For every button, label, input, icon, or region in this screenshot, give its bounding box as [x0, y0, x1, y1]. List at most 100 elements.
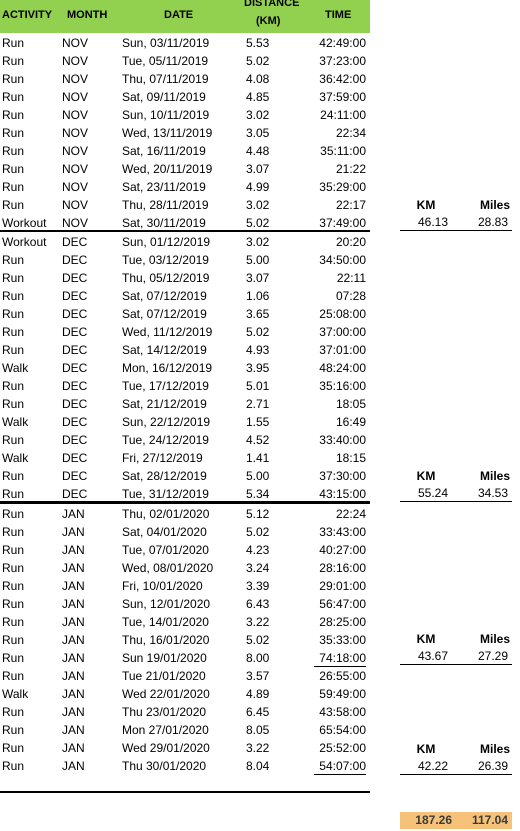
time-cell: 37:23:00 — [319, 54, 366, 68]
date-cell: Sat, 16/11/2019 — [122, 144, 206, 158]
time-cell: 29:01:00 — [319, 579, 366, 593]
distance-cell: 3.65 — [246, 307, 270, 321]
activity-cell: Run — [2, 705, 25, 719]
date-cell: Tue, 07/01/2020 — [122, 543, 209, 557]
distance-cell: 5.02 — [246, 325, 270, 339]
time-cell: 28:16:00 — [319, 561, 366, 575]
summary-km-value: 46.13 — [417, 215, 448, 229]
summary-miles-label: Miles — [479, 742, 510, 756]
month-cell: DEC — [62, 397, 88, 411]
date-cell: Thu, 02/01/2020 — [122, 507, 210, 521]
time-cell: 22:11 — [336, 271, 366, 285]
distance-cell: 3.02 — [246, 235, 270, 249]
summary-underline — [400, 501, 512, 502]
date-cell: Sun, 22/12/2019 — [122, 415, 211, 429]
distance-cell: 8.05 — [246, 723, 270, 737]
date-cell: Sat, 28/12/2019 — [122, 469, 207, 483]
time-cell: 25:52:00 — [319, 741, 366, 755]
summary-miles-label: Miles — [479, 632, 510, 646]
distance-cell: 5.00 — [246, 253, 270, 267]
time-cell: 22:24 — [335, 507, 366, 521]
time-cell: 42:49:00 — [319, 36, 366, 50]
header-activity: ACTIVITY — [2, 9, 53, 21]
month-cell: JAN — [62, 723, 85, 737]
date-cell: Sat, 14/12/2019 — [122, 343, 207, 357]
time-underline — [314, 666, 366, 667]
time-cell: 35:29:00 — [319, 180, 366, 194]
month-cell: DEC — [62, 307, 88, 321]
distance-cell: 3.39 — [246, 579, 270, 593]
distance-cell: 4.93 — [246, 343, 270, 357]
month-cell: JAN — [62, 579, 85, 593]
month-cell: DEC — [62, 235, 88, 249]
time-cell: 35:11:00 — [320, 144, 366, 158]
month-cell: DEC — [62, 325, 88, 339]
month-cell: JAN — [62, 615, 85, 629]
activity-cell: Run — [2, 669, 25, 683]
time-cell: 35:16:00 — [319, 379, 366, 393]
month-cell: DEC — [62, 361, 88, 375]
time-cell: 65:54:00 — [319, 723, 366, 737]
distance-cell: 3.22 — [246, 615, 270, 629]
activity-cell: Workout — [2, 216, 47, 230]
date-cell: Tue, 31/12/2019 — [122, 487, 209, 501]
time-cell: 56:47:00 — [319, 597, 366, 611]
time-cell: 18:05 — [335, 397, 366, 411]
distance-cell: 5.34 — [246, 487, 270, 501]
date-cell: Thu 23/01/2020 — [122, 705, 207, 719]
month-cell: NOV — [62, 108, 89, 122]
summary-km-value: 42.22 — [417, 759, 448, 773]
distance-cell: 5.53 — [246, 36, 270, 50]
distance-cell: 4.48 — [246, 144, 270, 158]
distance-cell: 5.01 — [246, 379, 270, 393]
date-cell: Sun, 03/11/2019 — [122, 36, 210, 50]
activity-cell: Run — [2, 253, 25, 267]
time-cell: 34:50:00 — [319, 253, 366, 267]
activity-cell: Run — [2, 343, 25, 357]
month-cell: NOV — [62, 72, 89, 86]
month-cell: JAN — [62, 759, 85, 773]
distance-cell: 3.07 — [246, 162, 270, 176]
month-cell: DEC — [62, 343, 88, 357]
month-cell: DEC — [62, 433, 88, 447]
distance-cell: 5.02 — [246, 633, 270, 647]
month-cell: DEC — [62, 487, 88, 501]
distance-cell: 1.06 — [246, 289, 270, 303]
month-cell: NOV — [62, 36, 89, 50]
time-cell: 24:11:00 — [320, 108, 366, 122]
distance-cell: 4.52 — [246, 433, 270, 447]
summary-km-value: 55.24 — [417, 486, 448, 500]
date-cell: Thu 30/01/2020 — [122, 759, 207, 773]
month-cell: JAN — [62, 651, 85, 665]
time-cell: 26:55:00 — [319, 669, 366, 683]
summary-km-value: 43.67 — [417, 649, 448, 663]
date-cell: Tue 21/01/2020 — [122, 669, 206, 683]
time-cell: 36:42:00 — [319, 72, 366, 86]
date-cell: Thu, 28/11/2019 — [122, 198, 209, 212]
month-cell: NOV — [62, 90, 89, 104]
month-cell: JAN — [62, 507, 85, 521]
date-cell: Tue, 03/12/2019 — [122, 253, 209, 267]
activity-cell: Run — [2, 162, 25, 176]
activity-cell: Run — [2, 289, 25, 303]
summary-miles-value: 26.39 — [477, 759, 508, 773]
activity-cell: Run — [2, 72, 25, 86]
month-cell: NOV — [62, 162, 89, 176]
summary-km-label: KM — [416, 632, 436, 646]
time-cell: 59:49:00 — [319, 687, 366, 701]
activity-cell: Run — [2, 543, 25, 557]
header-time: TIME — [325, 9, 352, 21]
total-km: 187.26 — [415, 813, 452, 827]
date-cell: Sun, 12/01/2020 — [122, 597, 211, 611]
time-cell: 37:30:00 — [319, 469, 366, 483]
distance-cell: 4.08 — [246, 72, 270, 86]
activity-cell: Run — [2, 723, 25, 737]
activity-cell: Run — [2, 469, 25, 483]
date-cell: Tue, 05/11/2019 — [122, 54, 209, 68]
activity-cell: Run — [2, 433, 25, 447]
date-cell: Wed, 20/11/2019 — [122, 162, 213, 176]
activity-cell: Run — [2, 271, 25, 285]
month-cell: DEC — [62, 253, 88, 267]
activity-cell: Run — [2, 126, 25, 140]
